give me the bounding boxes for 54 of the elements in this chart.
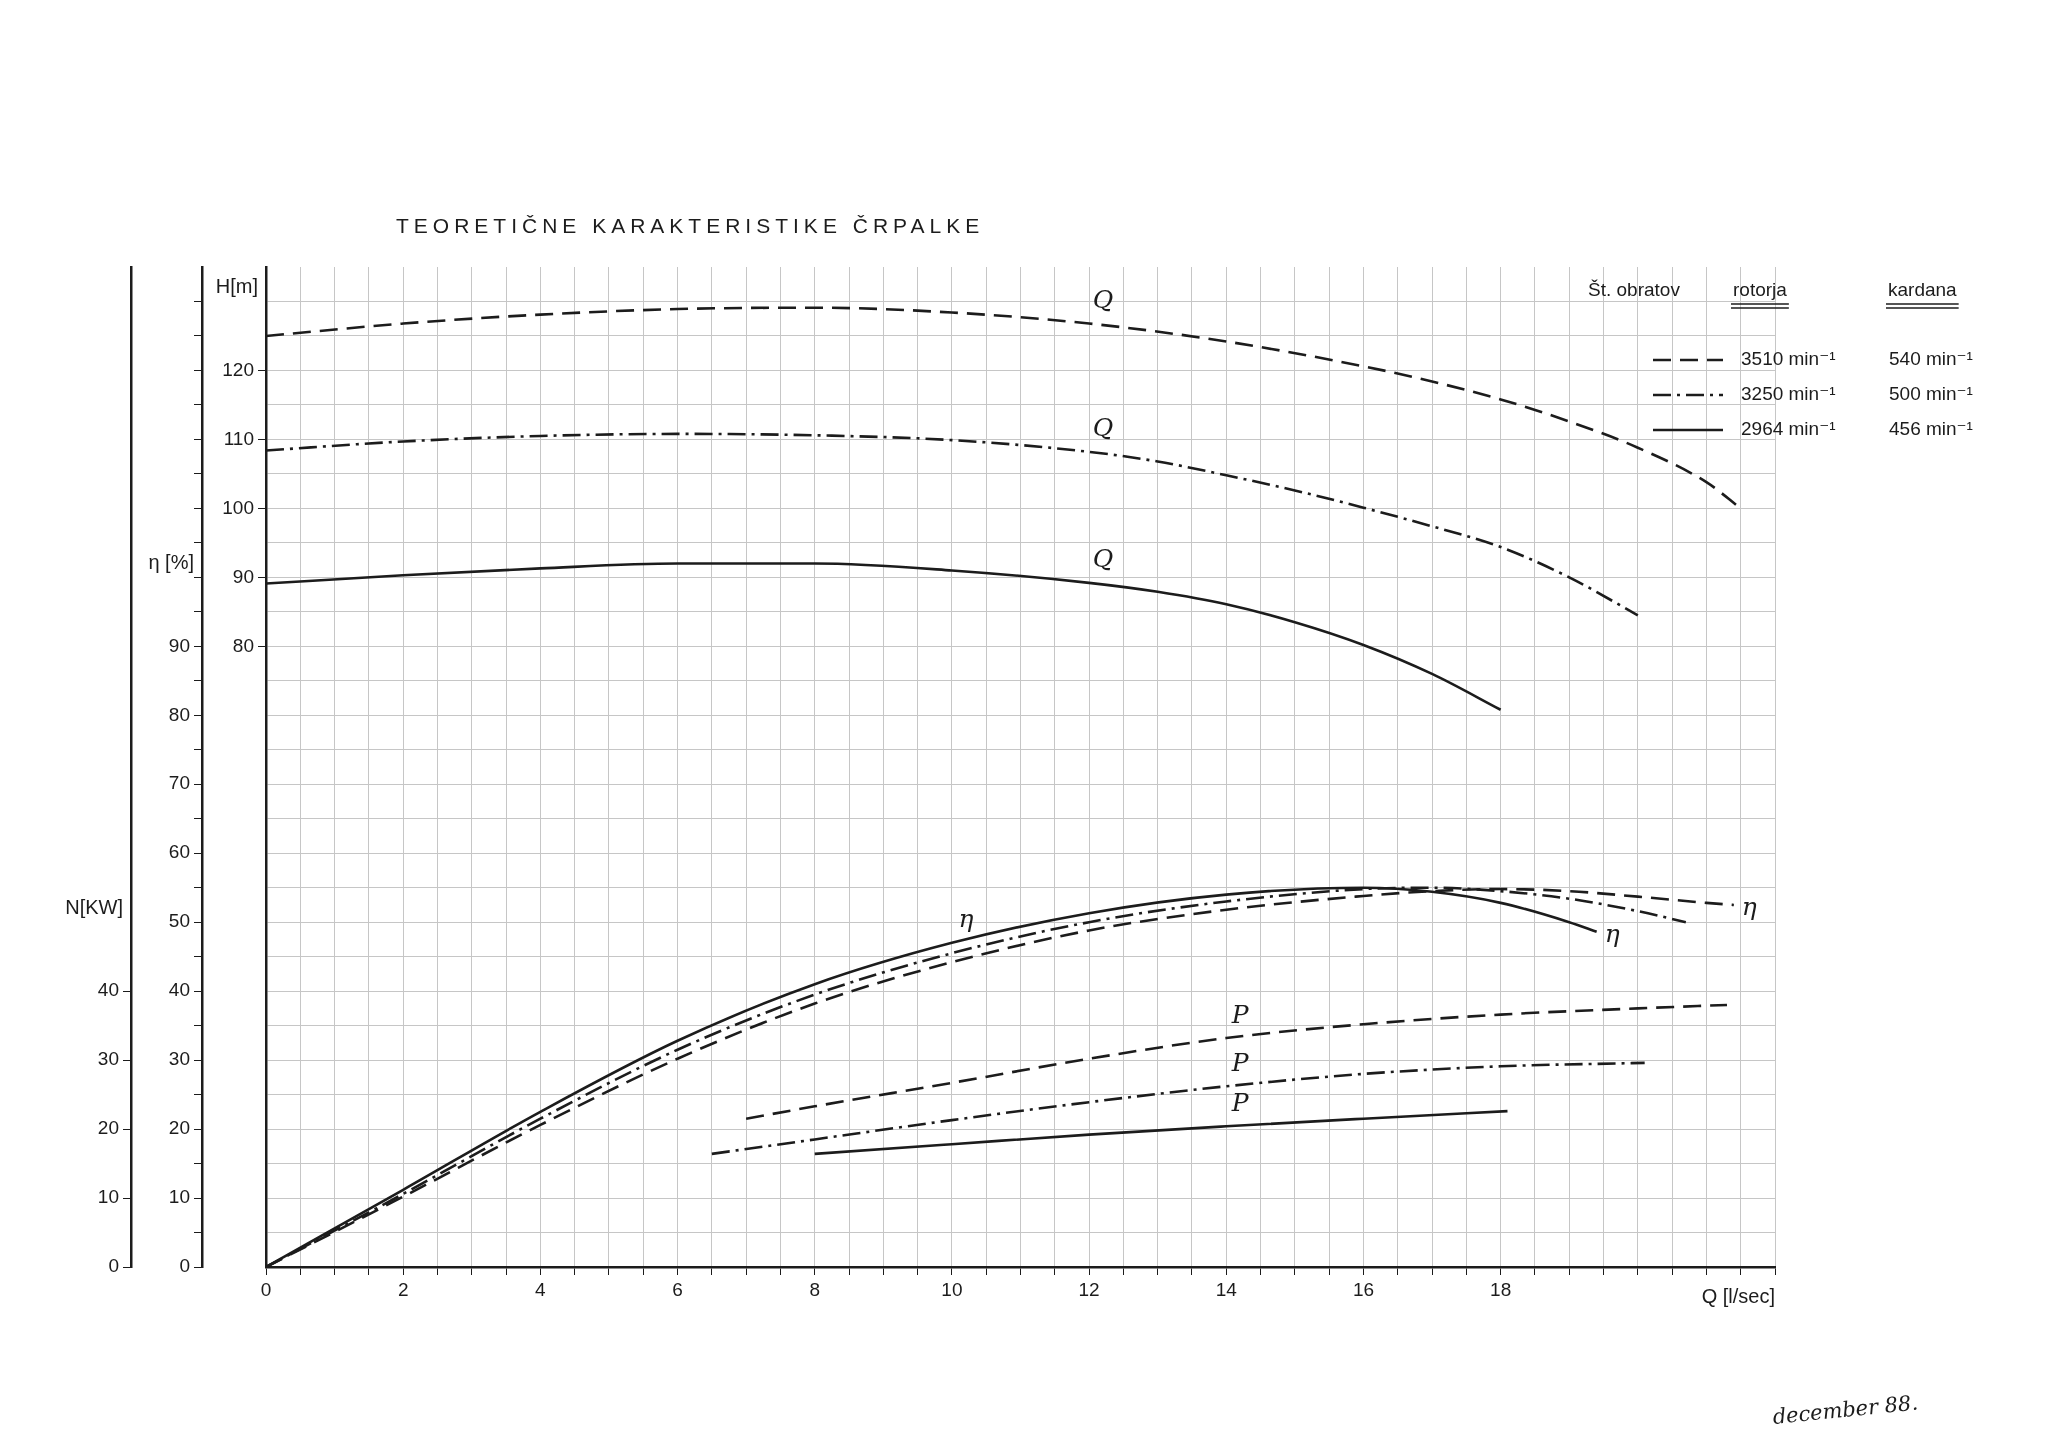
y-tick-label: 90 (168, 634, 190, 656)
y3-tick-label: 40 (97, 979, 119, 1001)
y2-tick-label: 120 (222, 358, 254, 380)
chart-title: TEORETIČNE KARAKTERISTIKE ČRPALKE (396, 213, 985, 237)
legend-label: 3510 min⁻¹ (1741, 348, 1836, 370)
x-tick-label: 4 (535, 1278, 547, 1300)
y3-tick-label: 20 (97, 1117, 119, 1139)
annotation: Q (1092, 285, 1114, 315)
y2-tick-label: 90 (232, 565, 254, 587)
x-tick-label: 8 (809, 1278, 821, 1300)
text: december 88. (1771, 1390, 1920, 1429)
text: 540 min⁻¹ (1889, 348, 1973, 370)
y-tick-label: 60 (168, 841, 190, 863)
annotation: Q (1092, 544, 1114, 574)
x-tick-label: 16 (1352, 1278, 1375, 1300)
y3-tick-label: 10 (97, 1186, 119, 1208)
text: 500 min⁻¹ (1889, 383, 1973, 405)
y3-tick-label: 0 (108, 1255, 119, 1277)
annotation: P (1230, 1047, 1250, 1077)
annotation: P (1230, 999, 1250, 1029)
annotation: η (1741, 892, 1757, 922)
x-tick-label: 0 (260, 1278, 272, 1300)
y2-tick-label: 80 (232, 634, 254, 656)
text: 456 min⁻¹ (1889, 418, 1973, 440)
y3-tick-label: 30 (97, 1048, 119, 1070)
legend-label: 3250 min⁻¹ (1741, 383, 1836, 405)
y2-axis-title: H[m] (215, 275, 258, 298)
text: kardana (1888, 279, 1958, 301)
y-tick-label: 10 (168, 1186, 190, 1208)
annotation: Q (1092, 413, 1114, 443)
y-tick-label: 70 (168, 772, 190, 794)
y-tick-label: 0 (179, 1255, 190, 1277)
annotation: rotorja (1733, 279, 1788, 301)
x-tick-label: 10 (941, 1278, 963, 1300)
x-tick-label: 14 (1215, 1278, 1238, 1300)
x-axis-title: Q [l/sec] (1701, 1284, 1775, 1307)
y-tick-label: 40 (168, 979, 190, 1001)
y-tick-label: 20 (168, 1117, 190, 1139)
x-tick-label: 18 (1490, 1278, 1512, 1300)
y-tick-label: 80 (168, 703, 190, 725)
annotation: P (1230, 1087, 1250, 1117)
y-tick-label: 50 (168, 910, 190, 932)
legend-title: Št. obratov (1588, 279, 1681, 301)
y-tick-label: 30 (168, 1048, 190, 1070)
x-tick-label: 6 (672, 1278, 683, 1300)
annotation: η (958, 904, 974, 934)
y2-tick-label: 110 (223, 427, 254, 449)
x-tick-label: 2 (397, 1278, 409, 1300)
y2-tick-label: 100 (222, 496, 254, 518)
legend-label: 2964 min⁻¹ (1741, 418, 1836, 440)
y-axis-title: η [%] (148, 551, 194, 574)
x-tick-label: 12 (1078, 1278, 1100, 1300)
y3-axis-title: N[KW] (65, 895, 123, 918)
annotation: η (1604, 919, 1620, 949)
